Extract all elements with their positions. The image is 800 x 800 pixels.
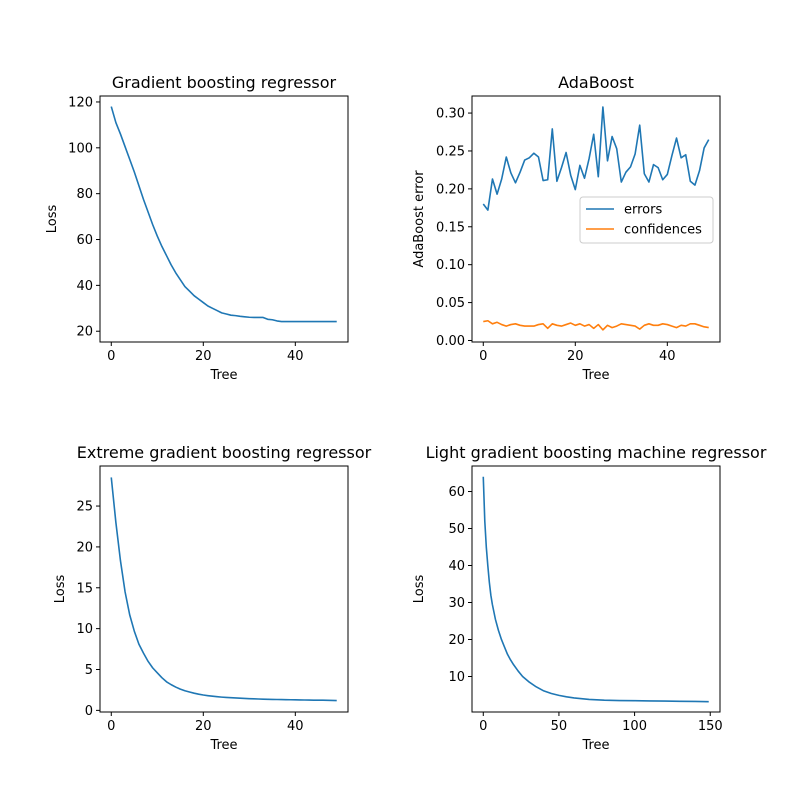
y-tick-label: 50	[448, 522, 465, 537]
y-tick-label: 0.05	[436, 296, 465, 311]
y-tick-label: 40	[448, 559, 465, 574]
y-tick-label: 25	[76, 500, 93, 515]
x-tick-label: 150	[698, 719, 723, 734]
x-tick-label: 0	[479, 349, 487, 364]
y-tick-label: 0.10	[436, 258, 465, 273]
y-tick-label: 20	[76, 540, 93, 555]
plot-frame	[471, 465, 721, 713]
x-axis-label: Tree	[581, 368, 609, 383]
y-tick-label: 0.25	[436, 144, 465, 159]
y-tick-label: 0	[85, 704, 93, 719]
y-tick-label: 20	[448, 633, 465, 648]
y-tick-label: 120	[68, 95, 93, 110]
x-tick-label: 20	[567, 349, 584, 364]
x-axis-label: Tree	[209, 738, 237, 753]
legend-label-confidences: confidences	[624, 223, 702, 238]
legend-label-errors: errors	[624, 203, 662, 218]
chart-panel-1: Gradient boosting regressor 0 20 40 20 40 60 80…	[45, 73, 349, 383]
y-tick-label: 15	[76, 581, 93, 596]
x-tick-label: 0	[479, 719, 487, 734]
x-tick-label: 20	[195, 719, 212, 734]
x-tick-label: 0	[107, 719, 115, 734]
chart-title: Gradient boosting regressor	[112, 73, 337, 92]
x-tick-label: 40	[659, 349, 676, 364]
chart-panel-3: Extreme gradient boosting regressor 0 20 40…	[53, 443, 372, 753]
y-axis-label: Loss	[45, 205, 60, 234]
series-line-errors	[482, 106, 710, 211]
plot-frame	[99, 95, 349, 343]
x-axis-label: Tree	[209, 368, 237, 383]
y-tick-label: 5	[85, 663, 93, 678]
y-tick-label: 0.30	[436, 107, 465, 122]
plot-frame	[99, 465, 349, 713]
x-tick-label: 100	[622, 719, 647, 734]
y-tick-label: 60	[448, 485, 465, 500]
x-tick-label: 40	[287, 349, 304, 364]
y-tick-label: 10	[448, 670, 465, 685]
x-axis-label: Tree	[581, 738, 609, 753]
y-tick-label: 10	[76, 622, 93, 637]
x-tick-label: 40	[287, 719, 304, 734]
y-tick-label: 20	[76, 325, 93, 340]
plot-frame	[471, 95, 721, 343]
y-tick-label: 60	[76, 233, 93, 248]
y-tick-label: 0.20	[436, 182, 465, 197]
y-tick-label: 80	[76, 187, 93, 202]
x-tick-label: 50	[551, 719, 568, 734]
y-tick-label: 30	[448, 596, 465, 611]
y-tick-label: 0.15	[436, 220, 465, 235]
series-line-series-1	[110, 477, 337, 702]
y-tick-label: 100	[68, 141, 93, 156]
legend: errors confidences	[579, 196, 714, 244]
x-tick-label: 0	[107, 349, 115, 364]
series-line-confidences	[483, 319, 709, 331]
y-axis-label: AdaBoost error	[412, 170, 427, 268]
chart-title: AdaBoost	[558, 73, 634, 92]
series-line-series-1	[110, 106, 337, 323]
chart-panel-2: AdaBoost 0 20 40 0.00 0.05 0.10 0.15 0.20 0.25 0.3…	[412, 73, 721, 383]
y-axis-label: Loss	[53, 575, 68, 604]
y-axis-label: Loss	[412, 575, 427, 604]
y-tick-label: 40	[76, 279, 93, 294]
chart-panel-4: Light gradient boosting machine regresso…	[412, 443, 767, 753]
series-line-series-1	[482, 476, 709, 703]
y-tick-label: 0.00	[436, 334, 465, 349]
chart-title: Extreme gradient boosting regressor	[77, 443, 372, 462]
chart-title: Light gradient boosting machine regresso…	[426, 443, 767, 462]
x-tick-label: 20	[195, 349, 212, 364]
